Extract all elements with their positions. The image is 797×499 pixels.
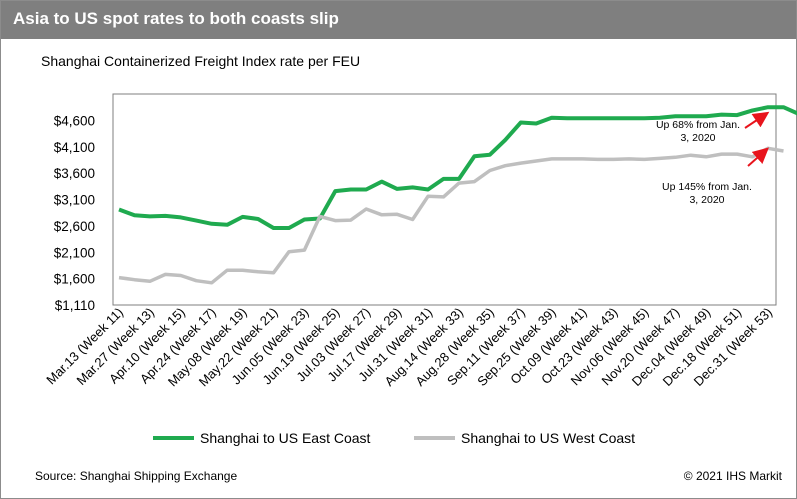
annotation-arrow-east <box>744 111 770 129</box>
y-tick-label: $3,100 <box>54 193 95 208</box>
chart-title: Asia to US spot rates to both coasts sli… <box>13 9 339 28</box>
title-bar: Asia to US spot rates to both coasts sli… <box>1 1 796 39</box>
legend-label-east: Shanghai to US East Coast <box>200 430 371 446</box>
annotation-east: Up 68% from Jan. 3, 2020 <box>656 119 740 144</box>
source-note: Source: Shanghai Shipping Exchange <box>35 469 238 483</box>
y-tick-label: $1,110 <box>55 298 95 313</box>
legend-label-west: Shanghai to US West Coast <box>461 430 635 446</box>
y-tick-label: $1,600 <box>54 272 95 287</box>
annotation-arrow-west <box>747 147 769 167</box>
y-tick-label: $2,600 <box>54 219 95 234</box>
y-tick-label: $3,600 <box>54 166 95 181</box>
east-coast-line <box>118 105 797 230</box>
chart-subtitle: Shanghai Containerized Freight Index rat… <box>41 53 361 69</box>
y-tick-label: $4,600 <box>54 113 95 128</box>
copyright-note: © 2021 IHS Markit <box>683 469 782 483</box>
plot-area <box>112 93 777 306</box>
y-tick-label: $4,100 <box>54 140 95 155</box>
annotation-west: Up 145% from Jan. 3, 2020 <box>662 181 752 206</box>
west-coast-line <box>118 146 784 285</box>
y-tick-label: $2,100 <box>54 245 95 260</box>
